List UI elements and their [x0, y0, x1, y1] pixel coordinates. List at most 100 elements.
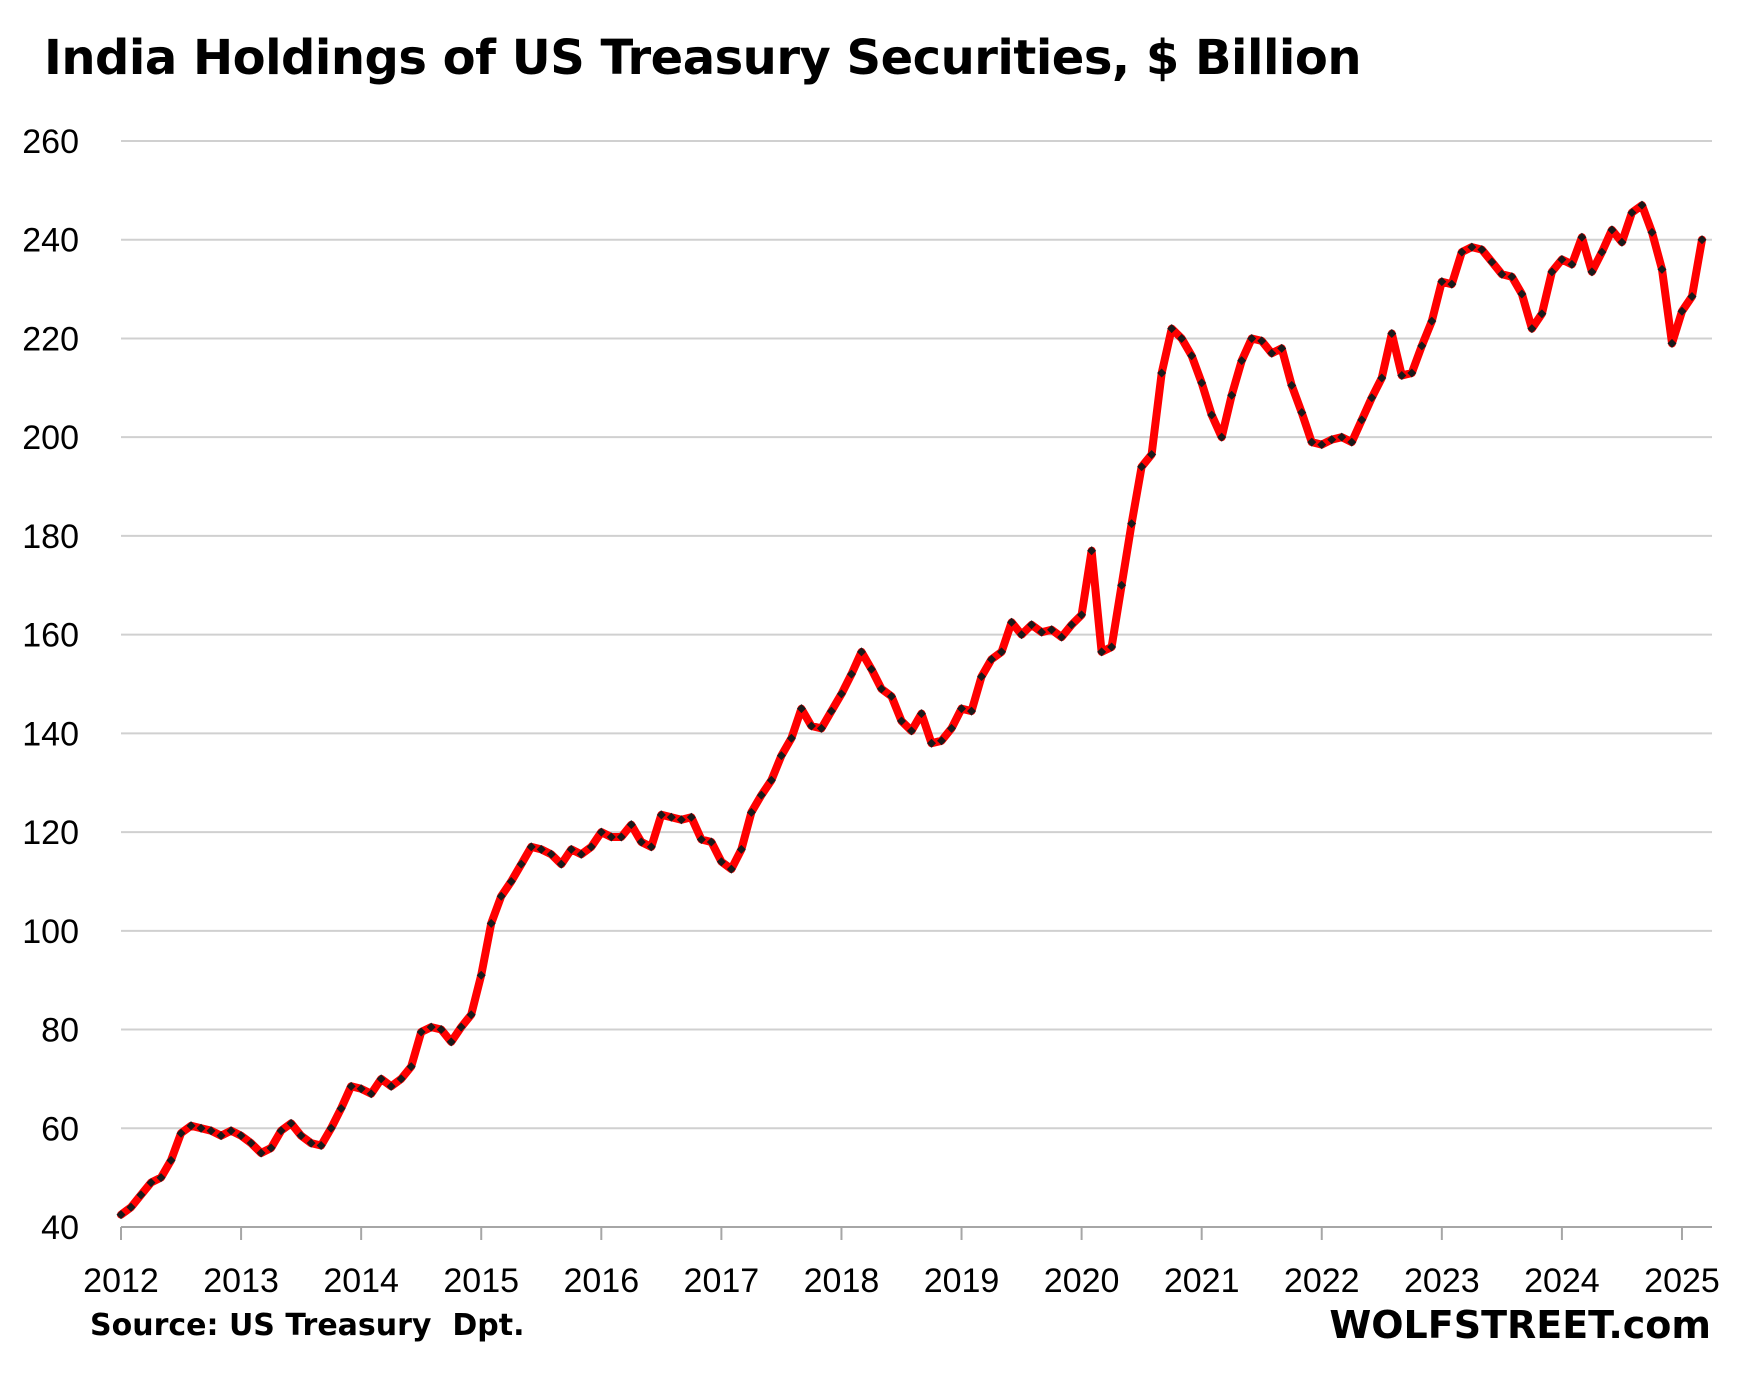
y-tick-label: 60 — [41, 1110, 79, 1148]
data-point-marker — [836, 689, 846, 699]
data-point-marker — [336, 1104, 346, 1114]
data-point-marker — [126, 1202, 136, 1212]
x-tick-label: 2015 — [443, 1262, 519, 1300]
data-point-marker — [937, 736, 947, 746]
data-point-marker — [1257, 336, 1267, 346]
data-point-marker — [776, 751, 786, 761]
y-tick-label: 80 — [41, 1012, 79, 1050]
data-point-marker — [1307, 437, 1317, 447]
data-point-marker — [796, 704, 806, 714]
x-tick-label: 2021 — [1164, 1262, 1240, 1300]
data-point-marker — [1607, 225, 1617, 235]
data-point-marker — [1507, 272, 1517, 282]
data-point-marker — [1077, 610, 1087, 620]
data-point-marker — [666, 812, 676, 822]
data-point-marker — [1467, 242, 1477, 252]
data-point-marker — [1287, 380, 1297, 390]
data-point-marker — [626, 820, 636, 830]
data-point-marker — [646, 842, 656, 852]
data-point-marker — [1657, 264, 1667, 274]
data-point-marker — [1087, 546, 1097, 556]
x-tick-label: 2012 — [83, 1262, 159, 1300]
data-point-marker — [846, 669, 856, 679]
y-tick-label: 220 — [22, 320, 79, 358]
data-point-marker — [696, 834, 706, 844]
data-point-marker — [886, 691, 896, 701]
data-point-marker — [1067, 620, 1077, 630]
x-tick-label: 2023 — [1404, 1262, 1480, 1300]
data-point-marker — [927, 738, 937, 748]
x-tick-label: 2013 — [203, 1262, 279, 1300]
data-point-marker — [1647, 227, 1657, 237]
data-point-marker — [1187, 351, 1197, 361]
y-tick-label: 180 — [22, 518, 79, 556]
data-point-marker — [176, 1128, 186, 1138]
data-point-marker — [726, 864, 736, 874]
data-point-marker — [686, 812, 696, 822]
data-point-marker — [246, 1138, 256, 1148]
data-point-marker — [186, 1121, 196, 1131]
data-point-marker — [316, 1141, 326, 1151]
x-tick-label: 2018 — [804, 1262, 880, 1300]
data-point-marker — [1217, 432, 1227, 442]
data-point-marker — [356, 1084, 366, 1094]
data-point-marker — [997, 647, 1007, 657]
data-point-marker — [706, 837, 716, 847]
data-point-marker — [1147, 449, 1157, 459]
data-point-marker — [856, 647, 866, 657]
data-point-marker — [1337, 432, 1347, 442]
data-point-marker — [1697, 235, 1707, 245]
data-point-marker — [1007, 617, 1017, 627]
data-point-marker — [156, 1173, 166, 1183]
data-point-marker — [566, 844, 576, 854]
data-point-marker — [116, 1210, 126, 1220]
data-point-marker — [1557, 254, 1567, 264]
data-point-marker — [1577, 232, 1587, 242]
data-point-marker — [1527, 324, 1537, 334]
data-point-marker — [1407, 368, 1417, 378]
data-point-marker — [1447, 279, 1457, 289]
y-tick-label: 140 — [22, 715, 79, 753]
data-point-marker — [1027, 620, 1037, 630]
data-point-marker — [957, 704, 967, 714]
data-point-marker — [1317, 440, 1327, 450]
data-point-marker — [806, 721, 816, 731]
data-point-marker — [326, 1123, 336, 1133]
data-point-marker — [866, 664, 876, 674]
data-point-marker — [896, 716, 906, 726]
data-point-marker — [1347, 437, 1357, 447]
data-point-marker — [1017, 630, 1027, 640]
data-point-marker — [1627, 208, 1637, 218]
data-point-marker — [1417, 341, 1427, 351]
data-point-marker — [436, 1025, 446, 1035]
data-point-marker — [486, 918, 496, 928]
x-tick-label: 2020 — [1044, 1262, 1120, 1300]
data-point-marker — [536, 844, 546, 854]
data-point-marker — [1477, 245, 1487, 255]
data-point-marker — [286, 1118, 296, 1128]
y-tick-label: 260 — [22, 123, 79, 161]
data-point-marker — [606, 832, 616, 842]
data-point-marker — [556, 859, 566, 869]
data-point-marker — [1227, 390, 1237, 400]
gridlines — [121, 140, 1712, 1130]
data-point-marker — [1617, 237, 1627, 247]
data-point-marker — [346, 1081, 356, 1091]
y-tick-label: 40 — [41, 1209, 79, 1247]
series-markers — [116, 200, 1707, 1220]
data-point-marker — [1687, 291, 1697, 301]
data-point-marker — [1327, 435, 1337, 445]
data-point-marker — [616, 832, 626, 842]
data-point-marker — [1377, 373, 1387, 383]
data-point-marker — [256, 1148, 266, 1158]
data-point-marker — [636, 837, 646, 847]
x-tick-label: 2019 — [924, 1262, 1000, 1300]
data-point-marker — [1117, 580, 1127, 590]
data-point-marker — [676, 815, 686, 825]
data-point-marker — [1547, 267, 1557, 277]
x-axis-labels: 2012 2013 2014 2015 2016 2017 2018 2019 2020 2021… — [83, 1262, 1720, 1300]
data-point-marker — [1397, 370, 1407, 380]
data-point-marker — [596, 827, 606, 837]
data-point-marker — [1427, 316, 1437, 326]
data-point-marker — [376, 1074, 386, 1084]
